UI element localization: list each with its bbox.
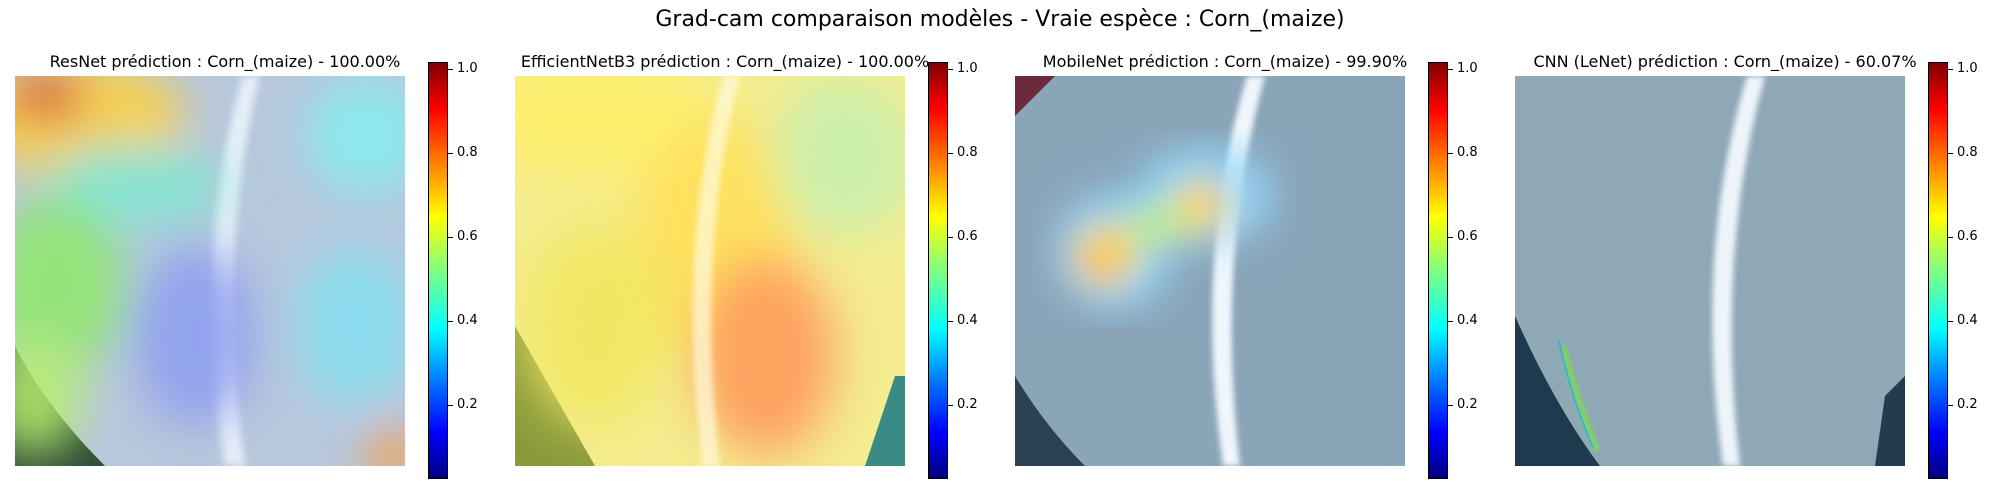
panel-title: ResNet prédiction : Corn_(maize) - 100.0…: [49, 52, 401, 71]
colorbar-tick: 0.8: [448, 145, 488, 162]
colorbar-tick: 0.6: [1948, 229, 1988, 246]
colorbar-gradient: [428, 62, 448, 479]
figure-suptitle: Grad-cam comparaison modèles - Vraie esp…: [655, 7, 1345, 32]
colorbar-gradient: [1928, 62, 1948, 479]
panel-title: EfficientNetB3 prédiction : Corn_(maize)…: [520, 52, 930, 71]
colorbar-tick: 0.2: [1948, 397, 1988, 414]
colorbar-tick: 0.2: [1448, 397, 1488, 414]
colorbar-tick: 0.8: [1448, 145, 1488, 162]
colorbar-tick: 0.4: [948, 313, 988, 330]
gradcam-heatmap-image: [1515, 76, 1905, 466]
colorbar-gradient: [928, 62, 948, 479]
colorbar-tick: 0.8: [948, 145, 988, 162]
colorbar-tick: 1.0: [948, 61, 988, 78]
colorbar-tick: 0.4: [448, 313, 488, 330]
colorbar: 1.0 0.8 0.6 0.4 0.2: [928, 61, 978, 479]
colorbar-tick: 0.4: [1948, 313, 1988, 330]
colorbar-tick: 0.8: [1948, 145, 1988, 162]
colorbar-tick: 0.6: [948, 229, 988, 246]
panel-efficientnetb3: EfficientNetB3 prédiction : Corn_(maize)…: [515, 0, 1015, 500]
colorbar-tick: 1.0: [1948, 61, 1988, 78]
panel-mobilenet: MobileNet prédiction : Corn_(maize) - 99…: [1015, 0, 1515, 500]
colorbar: 1.0 0.8 0.6 0.4 0.2: [1428, 61, 1478, 479]
colorbar: 1.0 0.8 0.6 0.4 0.2: [428, 61, 478, 479]
panel-title: CNN (LeNet) prédiction : Corn_(maize) - …: [1533, 52, 1917, 71]
colorbar-tick: 0.4: [1448, 313, 1488, 330]
gradcam-heatmap-image: [515, 76, 905, 466]
panel-cnn-lenet: CNN (LeNet) prédiction : Corn_(maize) - …: [1515, 0, 2000, 500]
colorbar-tick: 1.0: [1448, 61, 1488, 78]
colorbar-tick: 0.2: [448, 397, 488, 414]
colorbar-gradient: [1428, 62, 1448, 479]
gradcam-heatmap-image: [15, 76, 405, 466]
panel-title: MobileNet prédiction : Corn_(maize) - 99…: [1042, 52, 1408, 71]
gradcam-heatmap-image: [1015, 76, 1405, 466]
panel-resnet: ResNet prédiction : Corn_(maize) - 100.0…: [15, 0, 515, 500]
colorbar-tick: 0.6: [1448, 229, 1488, 246]
colorbar-tick: 0.2: [948, 397, 988, 414]
colorbar-tick: 1.0: [448, 61, 488, 78]
colorbar-tick: 0.6: [448, 229, 488, 246]
colorbar: 1.0 0.8 0.6 0.4 0.2: [1928, 61, 1978, 479]
